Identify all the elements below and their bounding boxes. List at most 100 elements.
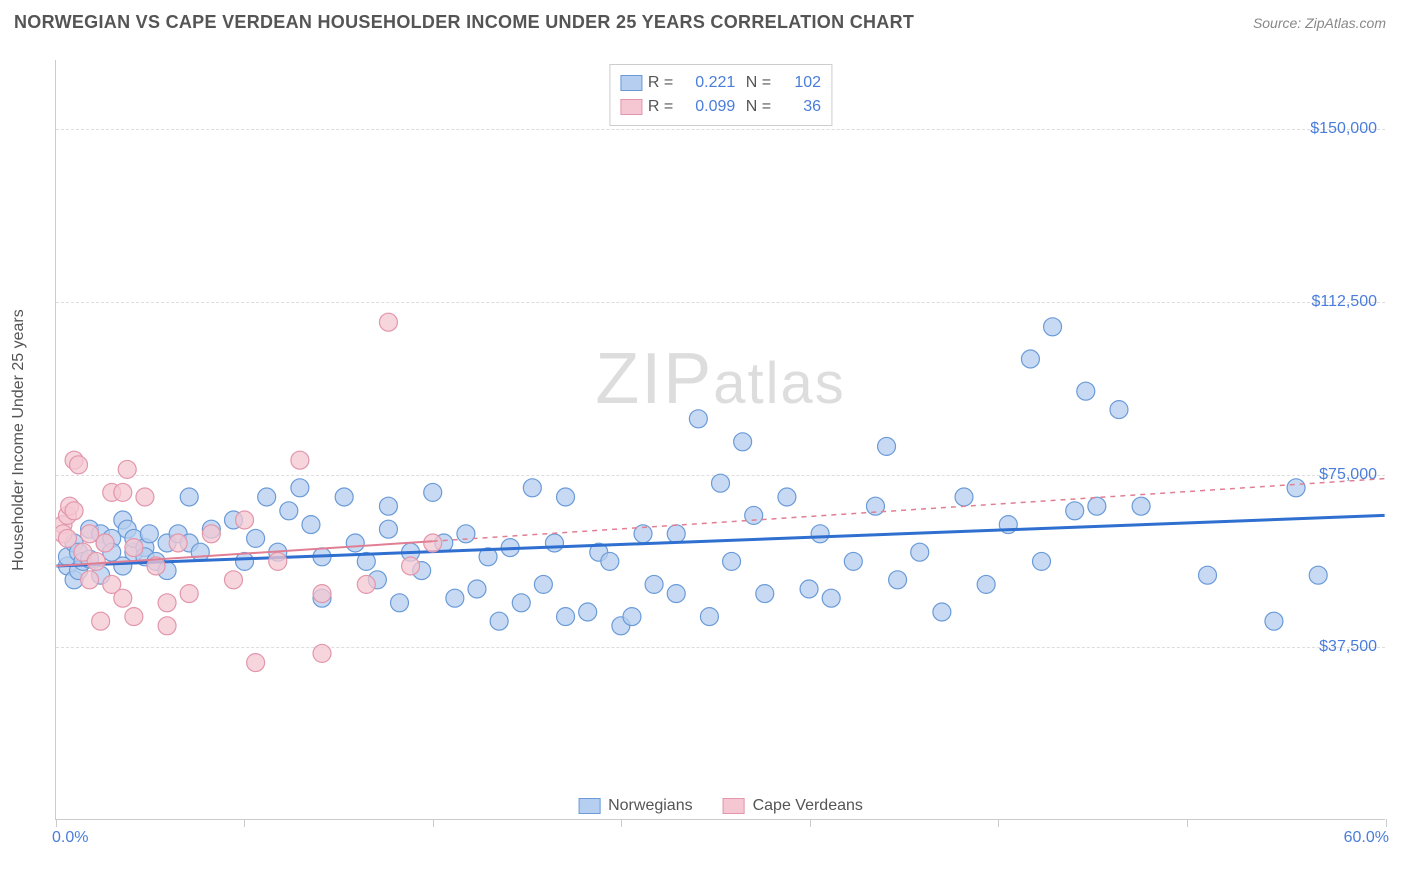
scatter-point <box>512 594 530 612</box>
scatter-point <box>169 534 187 552</box>
legend-r-value: 0.099 <box>679 95 735 119</box>
scatter-point <box>667 525 685 543</box>
chart-container: Householder Income Under 25 years ZIPatl… <box>0 40 1406 850</box>
scatter-point <box>601 552 619 570</box>
scatter-point <box>402 557 420 575</box>
scatter-point <box>140 525 158 543</box>
scatter-point <box>224 571 242 589</box>
legend-series-label: Cape Verdeans <box>753 797 863 815</box>
scatter-point <box>125 608 143 626</box>
scatter-point <box>280 502 298 520</box>
x-tick <box>998 819 999 827</box>
legend-r-label: R = <box>648 95 673 119</box>
scatter-point <box>523 479 541 497</box>
x-tick <box>621 819 622 827</box>
scatter-point <box>734 433 752 451</box>
scatter-point <box>180 585 198 603</box>
scatter-point <box>96 534 114 552</box>
scatter-point <box>87 552 105 570</box>
scatter-point <box>247 529 265 547</box>
scatter-point <box>457 525 475 543</box>
legend-series-label: Norwegians <box>608 797 692 815</box>
scatter-point <box>158 617 176 635</box>
scatter-point <box>911 543 929 561</box>
scatter-point <box>811 525 829 543</box>
x-axis-max-label: 60.0% <box>1344 829 1389 847</box>
scatter-point <box>70 456 88 474</box>
x-tick <box>244 819 245 827</box>
source-attribution: Source: ZipAtlas.com <box>1253 15 1386 31</box>
scatter-point <box>291 451 309 469</box>
scatter-point <box>1132 497 1150 515</box>
legend-item: Cape Verdeans <box>723 797 863 815</box>
scatter-point <box>391 594 409 612</box>
legend-n-value: 36 <box>777 95 821 119</box>
scatter-point <box>313 644 331 662</box>
scatter-point <box>844 552 862 570</box>
scatter-point <box>700 608 718 626</box>
scatter-point <box>977 575 995 593</box>
scatter-point <box>1066 502 1084 520</box>
scatter-point <box>424 483 442 501</box>
scatter-point <box>313 585 331 603</box>
legend-correlation: R = 0.221 N = 102 R = 0.099 N = 36 <box>609 64 832 126</box>
scatter-point <box>114 589 132 607</box>
x-axis-min-label: 0.0% <box>52 829 88 847</box>
scatter-point <box>645 575 663 593</box>
scatter-point <box>446 589 464 607</box>
legend-r-label: R = <box>648 71 673 95</box>
legend-swatch-icon <box>723 798 745 814</box>
scatter-point <box>424 534 442 552</box>
scatter-point <box>1021 350 1039 368</box>
legend-n-label: N = <box>741 95 771 119</box>
scatter-point <box>125 539 143 557</box>
scatter-point <box>1199 566 1217 584</box>
scatter-point <box>1265 612 1283 630</box>
scatter-point <box>114 483 132 501</box>
x-tick <box>56 819 57 827</box>
scatter-point <box>158 594 176 612</box>
scatter-point <box>667 585 685 603</box>
scatter-point <box>247 654 265 672</box>
trend-line-dashed <box>433 479 1385 542</box>
chart-title: NORWEGIAN VS CAPE VERDEAN HOUSEHOLDER IN… <box>14 12 914 33</box>
legend-n-label: N = <box>741 71 771 95</box>
scatter-svg <box>56 60 1385 819</box>
scatter-point <box>800 580 818 598</box>
scatter-point <box>822 589 840 607</box>
legend-item: Norwegians <box>578 797 692 815</box>
scatter-point <box>81 571 99 589</box>
legend-swatch-icon <box>578 798 600 814</box>
scatter-point <box>756 585 774 603</box>
scatter-point <box>468 580 486 598</box>
scatter-point <box>778 488 796 506</box>
scatter-point <box>335 488 353 506</box>
scatter-point <box>1088 497 1106 515</box>
scatter-point <box>623 608 641 626</box>
plot-area: ZIPatlas R = 0.221 N = 102 R = 0.099 N =… <box>55 60 1385 820</box>
scatter-point <box>379 520 397 538</box>
scatter-point <box>1287 479 1305 497</box>
scatter-point <box>557 488 575 506</box>
scatter-point <box>1309 566 1327 584</box>
x-tick <box>433 819 434 827</box>
scatter-point <box>258 488 276 506</box>
legend-swatch-icon <box>620 75 642 91</box>
scatter-point <box>191 543 209 561</box>
legend-r-value: 0.221 <box>679 71 735 95</box>
scatter-point <box>291 479 309 497</box>
scatter-point <box>118 460 136 478</box>
scatter-point <box>490 612 508 630</box>
x-tick <box>1187 819 1188 827</box>
scatter-point <box>81 525 99 543</box>
x-tick <box>1386 819 1387 827</box>
scatter-point <box>1110 401 1128 419</box>
scatter-point <box>357 575 375 593</box>
legend-row: R = 0.221 N = 102 <box>620 71 821 95</box>
scatter-point <box>379 313 397 331</box>
scatter-point <box>1077 382 1095 400</box>
scatter-point <box>933 603 951 621</box>
scatter-point <box>1033 552 1051 570</box>
legend-n-value: 102 <box>777 71 821 95</box>
scatter-point <box>202 525 220 543</box>
